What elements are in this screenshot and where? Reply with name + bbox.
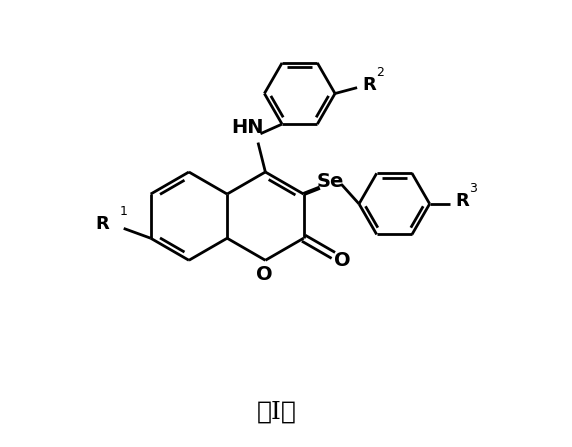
Text: O: O [256, 265, 273, 283]
Text: R: R [455, 192, 469, 210]
Text: （I）: （I） [256, 401, 296, 424]
Text: 1: 1 [120, 205, 128, 218]
Text: R: R [96, 215, 109, 233]
Text: HN: HN [231, 118, 264, 137]
Text: O: O [335, 251, 351, 270]
Text: 2: 2 [376, 66, 384, 79]
Text: R: R [362, 76, 376, 94]
Text: Se: Se [317, 172, 344, 191]
Text: 3: 3 [469, 182, 477, 195]
